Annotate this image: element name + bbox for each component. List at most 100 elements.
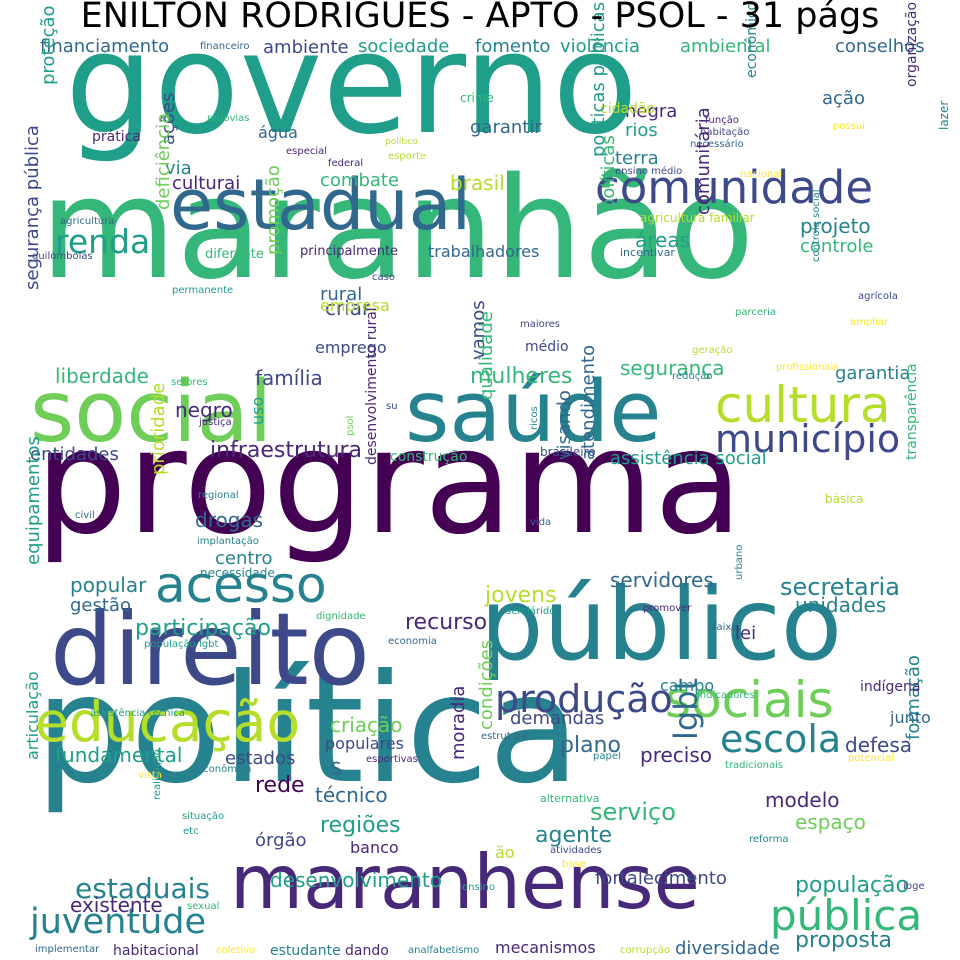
- cloud-word: necessidade: [200, 566, 275, 580]
- cloud-word: conselhos: [835, 36, 925, 57]
- cloud-word: principalmente: [300, 244, 399, 259]
- cloud-word: técnico: [315, 783, 388, 807]
- cloud-word: base: [562, 859, 586, 870]
- cloud-word: formação: [903, 655, 924, 740]
- cloud-word: emprego: [315, 338, 387, 357]
- cloud-word: trabalhadores: [428, 242, 540, 261]
- cloud-word: rede: [255, 773, 305, 798]
- cloud-word: água: [258, 123, 298, 142]
- cloud-word: papel: [593, 751, 621, 762]
- cloud-word: unidades: [795, 593, 887, 617]
- cloud-word: garantia: [835, 363, 911, 384]
- cloud-word: potencial: [848, 753, 895, 764]
- cloud-word: campo: [660, 676, 715, 695]
- cloud-word: estados: [225, 748, 296, 769]
- cloud-word: habitacional: [113, 943, 199, 959]
- cloud-word: gestão: [70, 595, 131, 616]
- cloud-word: econômica: [197, 764, 252, 775]
- cloud-word: ação: [822, 88, 865, 109]
- cloud-word: fortalecimento: [595, 868, 727, 889]
- cloud-word: público: [480, 566, 843, 683]
- cloud-word: cidadão: [600, 101, 656, 117]
- cloud-word: construção: [390, 449, 468, 465]
- cloud-word: promover: [643, 603, 692, 614]
- cloud-word: incentivar: [620, 246, 675, 259]
- cloud-word: estudante: [270, 943, 341, 959]
- cloud-word: secretaria: [780, 573, 900, 601]
- cloud-word: jovens: [485, 583, 557, 608]
- cloud-word: município: [715, 417, 901, 461]
- cloud-word: fundamental: [55, 743, 183, 767]
- cloud-word: indígena: [860, 679, 921, 695]
- cloud-word: juventude: [30, 902, 206, 942]
- cloud-word: atividades: [550, 845, 602, 856]
- cloud-word: proposta: [795, 928, 892, 953]
- cloud-word: terra: [615, 148, 659, 169]
- cloud-word: assistência social: [610, 448, 767, 469]
- cloud-word: mecanismos: [495, 938, 596, 957]
- cloud-word: transparência: [904, 363, 920, 460]
- cloud-word: diferente: [205, 247, 264, 262]
- cloud-word: prioridade: [148, 382, 169, 475]
- cloud-word: espaço: [795, 810, 866, 834]
- cloud-word: cultura: [715, 376, 891, 434]
- cloud-word: população lgbt: [144, 639, 219, 650]
- cloud-word: regional: [198, 490, 239, 501]
- cloud-word: escola: [720, 717, 842, 761]
- cloud-word: redução: [672, 371, 713, 382]
- cloud-word: nacional: [740, 169, 783, 180]
- cloud-word: corrupção: [620, 945, 671, 956]
- cloud-word: equipamentos: [23, 436, 44, 565]
- cloud-word: mulheres: [470, 364, 573, 389]
- cloud-word: profissionais: [776, 362, 839, 373]
- cloud-word: s: [330, 755, 342, 780]
- cloud-word: articulação: [23, 671, 42, 760]
- cloud-word: setores: [171, 377, 208, 388]
- cloud-word: financeiro: [200, 41, 250, 52]
- page-title: ENILTON RODRIGUES - APTO - PSOL - 31 pág…: [80, 0, 880, 36]
- cloud-word: reforma: [749, 834, 789, 845]
- cloud-word: rural: [320, 284, 363, 305]
- cloud-word: realização: [152, 749, 163, 800]
- cloud-word: popular: [70, 573, 147, 597]
- cloud-word: agricultura familiar: [640, 211, 755, 225]
- cloud-word: centro: [215, 548, 273, 569]
- cloud-word: moradia: [448, 685, 469, 760]
- cloud-word: prática: [92, 129, 141, 145]
- cloud-word: ensino médio: [615, 166, 683, 177]
- cloud-word: função: [705, 115, 739, 126]
- cloud-word: agente: [535, 823, 613, 848]
- cloud-word: preciso: [640, 743, 712, 767]
- cloud-word: quilombolas: [32, 251, 93, 262]
- cloud-word: infraestrutura: [210, 438, 363, 463]
- cloud-word: habitação: [700, 127, 750, 138]
- cloud-word: desenvolvimento: [270, 868, 442, 892]
- cloud-word: necessário: [690, 139, 744, 150]
- cloud-word: produção: [495, 677, 673, 721]
- cloud-word: caso: [372, 272, 395, 283]
- cloud-word: geração: [692, 345, 733, 356]
- cloud-word: populares: [325, 734, 404, 753]
- cloud-word: esportivas: [366, 754, 418, 765]
- cloud-word: órgão: [255, 830, 307, 851]
- cloud-word: agrícola: [858, 291, 898, 302]
- cloud-word: plano: [560, 733, 621, 758]
- cloud-word: modelo: [765, 788, 840, 812]
- cloud-word: indicadores: [697, 690, 755, 701]
- cloud-word: justiça: [199, 417, 232, 428]
- cloud-word: agricultura: [60, 216, 115, 227]
- cloud-word: regiões: [320, 813, 401, 838]
- cloud-word: lazer: [937, 100, 951, 130]
- cloud-word: banco: [350, 838, 399, 857]
- cloud-word: áreas: [635, 228, 691, 252]
- cloud-word: defesa: [845, 733, 913, 757]
- cloud-word: qualidade: [476, 311, 497, 400]
- cloud-word: social: [30, 363, 273, 462]
- cloud-word: negro: [175, 398, 233, 422]
- cloud-word: acesso: [155, 556, 327, 614]
- cloud-word: dignidade: [316, 611, 366, 622]
- cloud-word: educação: [35, 690, 301, 754]
- cloud-word: federal: [328, 158, 364, 169]
